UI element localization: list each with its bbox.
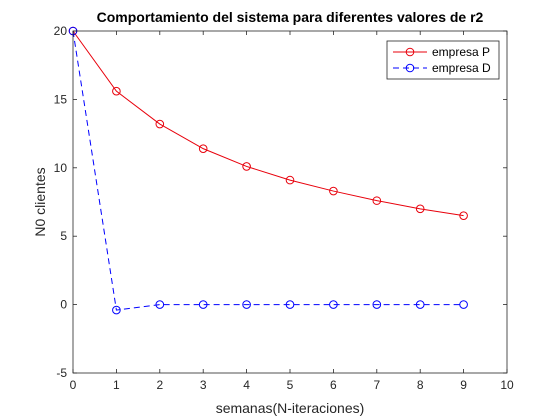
legend-entry: empresa D — [393, 61, 491, 75]
plot-area — [73, 31, 507, 373]
data-point — [112, 86, 121, 96]
legend-box — [386, 40, 500, 80]
series-line — [72, 30, 464, 311]
data-point — [112, 305, 121, 315]
x-tick-label: 6 — [330, 378, 337, 392]
data-point — [285, 175, 295, 185]
y-tick-label: 0 — [60, 298, 67, 312]
x-tick-label: 3 — [200, 378, 207, 392]
data-point — [372, 196, 382, 205]
legend-marker — [405, 63, 415, 73]
data-point — [329, 300, 338, 309]
data-point — [155, 119, 165, 129]
x-tick-label: 8 — [417, 378, 424, 392]
data-point — [415, 300, 425, 309]
x-axis-title: semanas(N-iteraciones) — [216, 400, 365, 416]
data-point — [242, 162, 251, 171]
data-point — [459, 300, 468, 309]
x-tick-label: 9 — [460, 378, 467, 392]
y-ticks: -5 0 5 10 15 20 — [54, 24, 507, 380]
data-point — [459, 211, 468, 220]
x-tick-label: 2 — [156, 378, 163, 392]
legend-marker — [405, 47, 415, 57]
legend-label: empresa D — [432, 61, 491, 75]
legend: empresa P empresa D — [386, 40, 500, 80]
series-line — [72, 30, 464, 217]
y-tick-label: 15 — [54, 92, 68, 106]
data-point — [242, 300, 251, 309]
y-tick-label: -5 — [56, 366, 67, 380]
legend-entries: empresa P empresa D — [393, 45, 491, 75]
data-point — [198, 144, 208, 153]
chart-title: Comportamiento del sistema para diferent… — [97, 9, 484, 25]
legend-label: empresa P — [432, 45, 490, 59]
data-point — [329, 186, 338, 196]
y-axis-title: N0 clientes — [32, 167, 48, 236]
legend-entry: empresa P — [393, 45, 490, 59]
x-tick-label: 0 — [70, 378, 77, 392]
data-point — [372, 300, 382, 309]
x-tick-label: 5 — [287, 378, 294, 392]
x-ticks: 0 1 2 3 4 5 6 7 8 9 10 — [70, 31, 514, 392]
series-empresa-d — [68, 26, 468, 315]
data-point — [415, 204, 425, 214]
y-tick-label: 5 — [60, 229, 67, 243]
x-tick-label: 4 — [243, 378, 250, 392]
x-tick-label: 10 — [500, 378, 514, 392]
x-tick-label: 1 — [113, 378, 120, 392]
x-tick-label: 7 — [373, 378, 380, 392]
data-point — [198, 300, 208, 309]
y-tick-label: 20 — [54, 24, 68, 38]
y-tick-label: 10 — [54, 161, 68, 175]
data-point — [155, 300, 165, 309]
data-point — [285, 300, 295, 309]
